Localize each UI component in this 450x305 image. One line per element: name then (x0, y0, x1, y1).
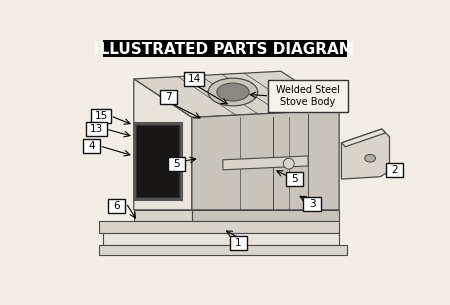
FancyBboxPatch shape (287, 172, 303, 186)
Text: ILLUSTRATED PARTS DIAGRAM: ILLUSTRATED PARTS DIAGRAM (94, 42, 354, 57)
Polygon shape (342, 129, 390, 179)
FancyBboxPatch shape (91, 109, 111, 123)
Polygon shape (342, 129, 386, 147)
FancyBboxPatch shape (387, 163, 404, 177)
Text: 7: 7 (165, 92, 172, 102)
Text: 5: 5 (173, 159, 180, 169)
Polygon shape (223, 156, 308, 170)
Polygon shape (192, 210, 339, 221)
FancyBboxPatch shape (136, 125, 180, 198)
Text: 13: 13 (90, 124, 103, 134)
Polygon shape (99, 221, 339, 233)
FancyBboxPatch shape (83, 139, 100, 153)
FancyBboxPatch shape (230, 236, 247, 250)
Polygon shape (134, 71, 339, 117)
Ellipse shape (217, 83, 249, 101)
Polygon shape (192, 110, 339, 210)
FancyBboxPatch shape (103, 41, 347, 57)
Text: 4: 4 (89, 141, 95, 151)
FancyBboxPatch shape (86, 122, 107, 136)
FancyBboxPatch shape (184, 72, 204, 86)
Text: 5: 5 (292, 174, 298, 184)
Text: 6: 6 (113, 201, 120, 211)
Text: 3: 3 (309, 199, 315, 209)
Polygon shape (103, 233, 339, 245)
Ellipse shape (208, 78, 258, 106)
FancyBboxPatch shape (303, 197, 320, 211)
Polygon shape (99, 245, 347, 254)
Text: 14: 14 (188, 74, 201, 84)
Text: 1: 1 (235, 238, 242, 248)
FancyBboxPatch shape (168, 157, 185, 170)
FancyBboxPatch shape (108, 199, 125, 213)
Text: Welded Steel
Stove Body: Welded Steel Stove Body (276, 85, 340, 107)
Text: 2: 2 (392, 165, 398, 175)
Polygon shape (134, 210, 192, 221)
FancyBboxPatch shape (268, 80, 348, 112)
Ellipse shape (364, 154, 376, 162)
FancyBboxPatch shape (160, 90, 177, 104)
Text: 15: 15 (94, 111, 108, 121)
Circle shape (284, 158, 294, 169)
Polygon shape (134, 79, 192, 210)
